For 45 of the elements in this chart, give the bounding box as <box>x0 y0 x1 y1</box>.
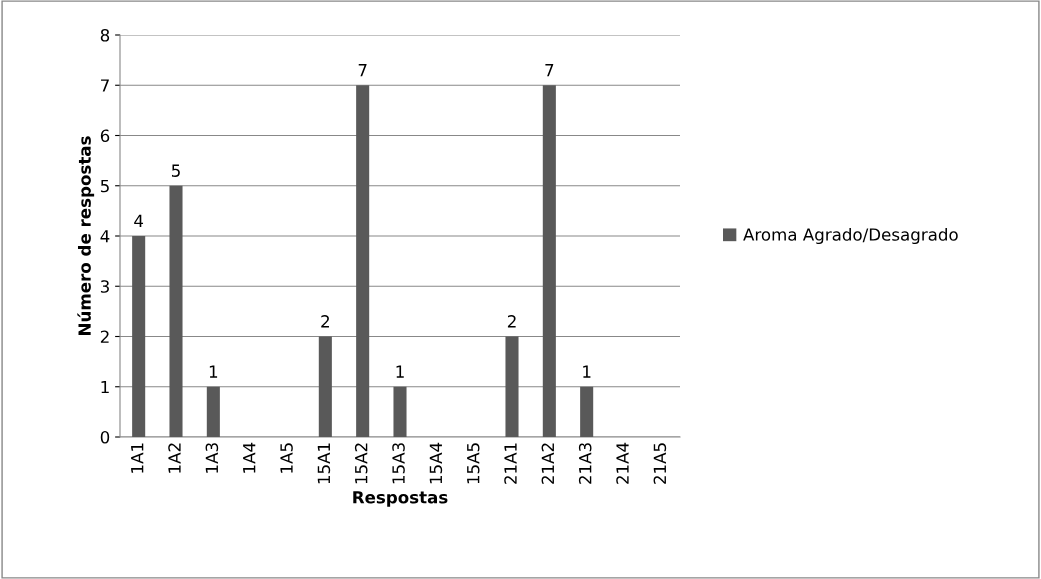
y-tick-label: 0 <box>100 430 110 444</box>
x-tick-label: 1A4 <box>243 442 256 473</box>
y-tick-label: 8 <box>100 28 110 42</box>
data-label: 4 <box>134 214 144 227</box>
x-tick-label: 1A3 <box>205 443 219 473</box>
bar <box>505 336 519 437</box>
bar <box>206 386 220 437</box>
x-tick-label: 21A1 <box>504 443 517 484</box>
x-tick-label: 21A4 <box>616 442 629 484</box>
y-tick-label: 2 <box>100 330 109 343</box>
x-axis-title: Respostas <box>353 491 448 507</box>
data-label: 1 <box>396 365 404 378</box>
x-tick-label: 21A2 <box>541 443 554 484</box>
y-tick-label: 3 <box>100 280 109 293</box>
x-tick-label: 15A2 <box>354 443 368 484</box>
x-tick-label: 1A1 <box>131 443 144 473</box>
x-tick-label: 1A5 <box>280 443 293 473</box>
y-tick-label: 5 <box>100 179 109 193</box>
bar <box>356 85 370 437</box>
bar <box>169 185 183 437</box>
y-axis-title: Número de respostas <box>77 136 95 335</box>
data-label: 2 <box>321 315 329 328</box>
data-label: 7 <box>545 64 554 77</box>
bar <box>542 85 556 437</box>
x-tick-label: 1A2 <box>168 443 181 473</box>
x-tick-label: 15A3 <box>392 443 405 484</box>
bar <box>318 336 332 437</box>
x-tick-label: 15A5 <box>467 443 480 484</box>
x-tick-label: 15A4 <box>429 442 443 484</box>
y-tick-label: 4 <box>100 230 110 243</box>
x-tick-label: 21A3 <box>578 443 592 484</box>
y-tick-label: 7 <box>101 79 109 92</box>
legend-label: Aroma Agrado/Desagrado <box>743 227 958 245</box>
y-tick-label: 6 <box>100 129 110 143</box>
data-label: 1 <box>209 365 218 378</box>
data-label: 5 <box>171 164 180 177</box>
x-tick-label: 21A5 <box>653 443 667 484</box>
data-label: 7 <box>358 64 367 77</box>
x-tick-label: 15A1 <box>317 443 331 484</box>
y-tick-label: 1 <box>101 380 109 394</box>
bar <box>393 386 407 437</box>
data-label: 2 <box>507 315 516 328</box>
bar <box>132 236 146 437</box>
bar <box>580 386 594 437</box>
data-label: 1 <box>583 365 591 378</box>
